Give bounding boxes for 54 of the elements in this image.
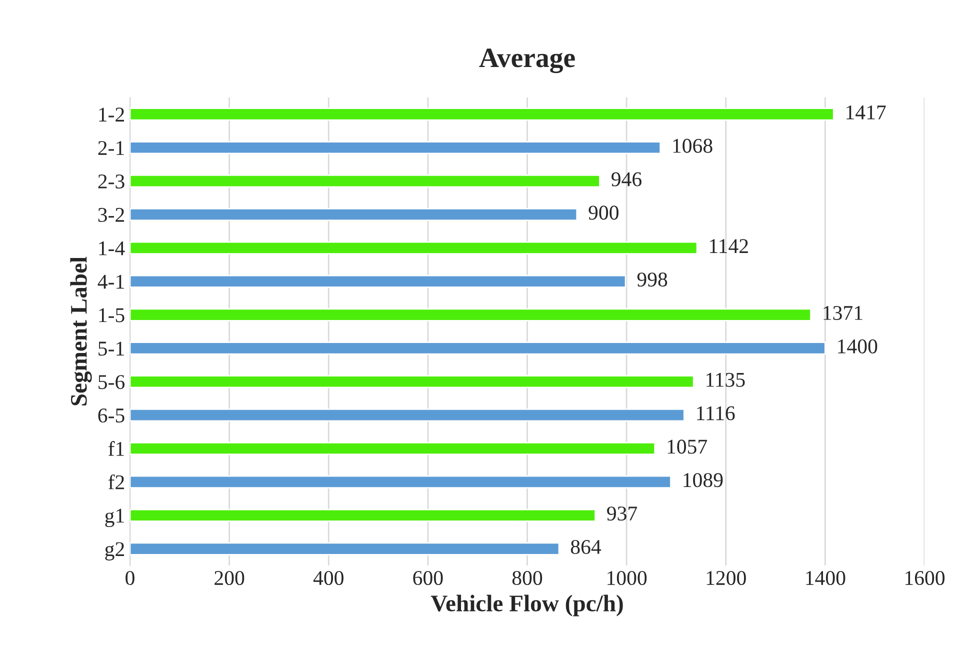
bar <box>130 108 834 121</box>
bar <box>130 208 578 222</box>
x-tick-label: 600 <box>413 570 443 586</box>
y-tick-label: 1-2 <box>99 108 124 122</box>
x-axis-title: Vehicle Flow (pc/h) <box>430 594 623 616</box>
data-label: 864 <box>570 540 602 554</box>
y-tick-label: 3-2 <box>98 208 124 222</box>
y-tick-label: 1-5 <box>99 308 124 322</box>
bar <box>130 274 626 288</box>
x-tick-label: 1400 <box>806 570 846 586</box>
y-tick-label: f2 <box>108 474 124 490</box>
y-tick-label: g2 <box>105 542 124 560</box>
data-label: 1371 <box>824 306 862 320</box>
bar <box>130 408 685 422</box>
bar <box>130 442 656 456</box>
chart-title: Average <box>479 48 575 74</box>
bar <box>130 375 694 388</box>
x-tick-label: 1000 <box>608 570 647 586</box>
bar <box>130 508 596 522</box>
y-axis-title: Segment Label <box>70 256 92 406</box>
data-label: 946 <box>612 172 642 186</box>
data-label: 1135 <box>706 372 745 387</box>
bar <box>130 174 600 188</box>
x-tick-label: 800 <box>512 570 542 586</box>
data-label: 1417 <box>846 105 886 120</box>
data-label: 1400 <box>838 339 878 354</box>
data-label: 937 <box>607 506 638 521</box>
data-label: 1068 <box>673 138 712 153</box>
x-tick-label: 400 <box>313 570 344 586</box>
y-tick-label: 1-4 <box>99 241 125 256</box>
data-label: 1142 <box>710 239 748 253</box>
bar <box>130 475 672 488</box>
x-tick-label: 200 <box>214 570 244 586</box>
bar <box>130 141 662 154</box>
y-tick-label: f1 <box>108 441 124 456</box>
data-label: 998 <box>637 272 668 287</box>
y-tick-label: 4-1 <box>98 274 124 289</box>
bar <box>130 542 560 556</box>
x-tick-label: 1200 <box>706 570 746 586</box>
y-tick-label: 2-1 <box>98 141 124 155</box>
bar <box>130 308 812 322</box>
data-label: 900 <box>588 206 618 220</box>
data-label: 1116 <box>697 406 735 420</box>
bar <box>130 241 698 254</box>
bar <box>130 342 826 355</box>
y-tick-label: 6-5 <box>98 408 124 423</box>
y-tick-label: 5-1 <box>98 342 124 356</box>
data-label: 1057 <box>668 440 708 454</box>
x-tick-label: 1600 <box>905 570 945 586</box>
y-tick-label: 5-6 <box>98 375 125 390</box>
x-tick-label: 0 <box>126 570 134 586</box>
data-label: 1089 <box>684 473 723 488</box>
y-tick-label: 2-3 <box>98 174 124 189</box>
y-tick-label: g1 <box>105 508 124 528</box>
